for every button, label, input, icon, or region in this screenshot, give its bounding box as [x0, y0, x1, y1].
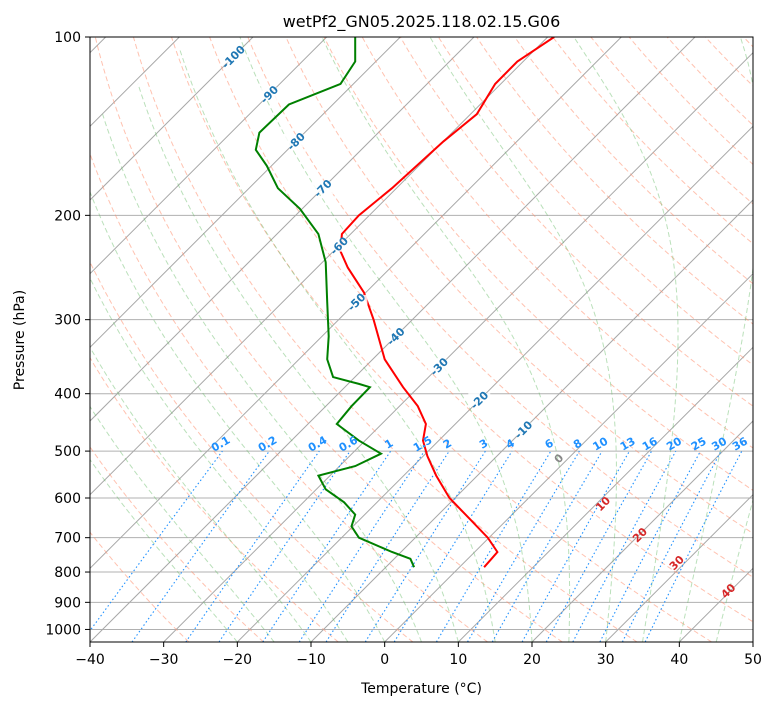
x-tick-label: 20 [523, 652, 541, 668]
mixing-ratio-line [90, 450, 223, 632]
mixing-ratio-line [572, 450, 677, 642]
mixing-ratio-line [218, 450, 351, 642]
isotherm-label-bg [328, 238, 351, 252]
x-tick-label: −10 [296, 652, 326, 668]
dry-adiabat [90, 152, 488, 642]
mixing-ratio-line [644, 450, 743, 642]
mixing-ratio-line [545, 450, 653, 642]
x-tick-label: 30 [597, 652, 615, 668]
y-tick-label: 700 [54, 531, 81, 547]
y-tick-label: 600 [54, 491, 81, 507]
y-tick-label: 900 [54, 595, 81, 611]
isotherm-line [457, 346, 753, 642]
x-tick-label: 10 [449, 652, 467, 668]
dry-adiabat [94, 37, 563, 642]
dry-adiabat [90, 260, 414, 642]
moist-adiabat [321, 37, 571, 642]
x-tick-label: 40 [670, 652, 688, 668]
isotherm-line [90, 37, 622, 570]
y-tick-label: 200 [54, 208, 81, 224]
moist-adiabat [179, 49, 496, 642]
moist-adiabat [715, 498, 753, 642]
temperature-profile [339, 37, 555, 568]
isotherm-line [90, 37, 254, 201]
moist-adiabat [239, 37, 533, 642]
dry-adiabat [361, 37, 753, 449]
y-tick-label: 800 [54, 565, 81, 581]
moist-adiabat [90, 277, 349, 642]
isotherm-label-bg [512, 422, 535, 436]
isotherm-label-bg [345, 294, 368, 308]
x-tick-label: −40 [75, 652, 105, 668]
chart-title: wetPf2_GN05.2025.118.02.15.G06 [283, 12, 561, 32]
x-tick-label: 50 [744, 652, 762, 668]
dewpoint-profile [254, 37, 416, 568]
y-tick-label: 100 [54, 30, 81, 46]
moist-adiabat [573, 37, 679, 642]
dry-adiabat [171, 37, 712, 642]
mixing-ratio-line [325, 450, 450, 642]
isotherm-line [531, 420, 753, 642]
moist-adiabat [678, 37, 753, 642]
moist-adiabat [137, 83, 459, 642]
x-axis-label: Temperature (°C) [360, 681, 482, 697]
y-tick-label: 300 [54, 313, 81, 329]
plot-frame [89, 36, 754, 643]
mixing-ratio-line [131, 450, 270, 642]
x-tick-label: 0 [380, 652, 389, 668]
dry-adiabat [90, 356, 339, 642]
y-axis-label: Pressure (hPa) [12, 290, 28, 390]
isotherm-line [90, 37, 475, 422]
y-tick-label: 1000 [45, 622, 81, 638]
isotherm-line [605, 493, 753, 642]
isotherm-label-bg [311, 181, 334, 195]
isotherm-label-bg [222, 49, 245, 63]
moist-adiabat [429, 37, 617, 642]
moist-adiabat [90, 458, 238, 642]
isotherm-line [163, 51, 753, 642]
isotherm-label-bg [285, 134, 308, 148]
x-tick-label: −30 [149, 652, 179, 668]
isotherm-label-bg [428, 359, 451, 373]
isotherm-line [236, 125, 753, 642]
dry-adiabat [209, 37, 753, 623]
axes: −40 −30 −20 −10 0 10 20 30 40 50 100 200 300 400 500 60… [45, 30, 762, 668]
background-lines [90, 37, 753, 642]
mixing-ratio-line [262, 450, 392, 642]
dry-adiabat [437, 37, 753, 366]
x-tick-label: −20 [223, 652, 253, 668]
isotherm-label-bg [468, 393, 491, 407]
mixing-ratio-line [521, 450, 630, 642]
mixing-ratio-line [298, 450, 425, 642]
y-tick-label: 500 [54, 444, 81, 460]
profile-lines [254, 37, 555, 568]
isotherm-label-bg [384, 329, 407, 343]
y-tick-label: 400 [54, 387, 81, 403]
isotherm-line [384, 272, 753, 642]
isotherm-line [90, 37, 328, 275]
dry-adiabat [247, 37, 753, 578]
mixing-ratio-line [185, 450, 320, 642]
dry-adiabat [285, 37, 753, 535]
mixing-ratio-line [393, 450, 513, 642]
moist-adiabat [90, 405, 275, 642]
dry-adiabat [90, 446, 264, 642]
dry-adiabat [90, 531, 190, 642]
dry-adiabat [323, 37, 753, 491]
moist-adiabat [90, 190, 386, 642]
dry-adiabat [514, 37, 753, 285]
dry-adiabat [399, 37, 753, 407]
isotherm-label-bg [258, 87, 281, 101]
dry-adiabat [132, 37, 638, 642]
